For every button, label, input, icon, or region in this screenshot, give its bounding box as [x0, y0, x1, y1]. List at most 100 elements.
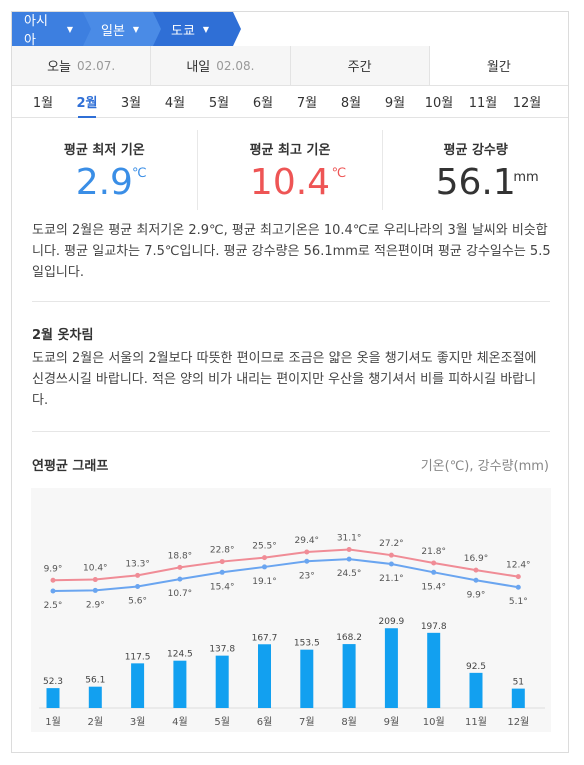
month-tab-selected[interactable]: 2월	[65, 86, 109, 118]
month-tab[interactable]: 9월	[384, 96, 406, 111]
tab-tomorrow[interactable]: 내일 02.08.	[151, 46, 291, 85]
annual-chart: 9.9° 10.4° 13.3° 18.8° 22.8° 25.5° 29.4° 31.1° 2…	[31, 488, 551, 732]
min-temp-line-point	[219, 569, 225, 575]
rain-bar	[88, 686, 102, 708]
min-temp-line-point	[262, 564, 267, 570]
month-tab[interactable]: 5월	[208, 96, 230, 111]
max-temp-label: 25.5°	[252, 542, 277, 552]
max-temp-line-point	[346, 547, 352, 553]
x-tick-label: 5월	[214, 716, 230, 728]
month-tab[interactable]: 7월	[296, 96, 318, 111]
x-tick-label: 4월	[172, 716, 188, 728]
max-temp-line-point	[92, 577, 98, 583]
max-temp-label: 13.3°	[125, 559, 150, 569]
min-temp-line-point	[177, 576, 183, 582]
month-tab[interactable]: 8월	[340, 96, 362, 111]
min-temp-line-point	[304, 558, 310, 564]
max-temp-label: 9.9°	[44, 564, 63, 574]
max-temp-label: 12.4°	[506, 561, 531, 571]
period-tabs: 오늘 02.07. 내일 02.08. 주간 월간	[12, 46, 568, 86]
min-temp-line-point	[473, 577, 479, 583]
min-temp-label: 5.1°	[509, 597, 528, 607]
month-tabs: 1월 2월 3월 4월 5월 6월 7월 8월 9월 10월 11월 12월	[12, 86, 568, 118]
tab-monthly[interactable]: 월간	[429, 46, 568, 85]
max-temp-line-point	[262, 555, 267, 561]
x-tick-label: 9월	[384, 716, 400, 728]
breadcrumb-continent[interactable]: 아시아 ▼	[12, 12, 91, 48]
month-tab[interactable]: 10월	[424, 96, 454, 111]
min-temp-label: 19.1°	[252, 577, 277, 587]
stat-min-value: 2.9	[75, 162, 133, 203]
rain-bar	[173, 660, 187, 708]
chevron-down-icon: ▼	[202, 24, 210, 34]
breadcrumb-continent-label: 아시아	[24, 14, 48, 48]
tab-today-label: 오늘	[47, 60, 71, 75]
rain-value-label: 52.3	[43, 677, 63, 687]
rain-bar	[131, 663, 145, 708]
breadcrumb-city[interactable]: 도쿄 ▼	[153, 12, 241, 46]
rain-value-label: 51	[513, 678, 524, 688]
max-temp-line-point	[304, 549, 310, 555]
tab-today[interactable]: 오늘 02.07.	[12, 46, 152, 85]
tab-today-date: 02.07.	[77, 58, 116, 73]
min-temp-label: 2.5°	[44, 601, 63, 611]
stat-max-value: 10.4	[249, 162, 331, 203]
max-temp-label: 18.8°	[168, 551, 193, 561]
rain-value-label: 197.8	[421, 622, 447, 632]
min-temp-label: 9.9°	[467, 590, 486, 600]
max-temp-line-point	[431, 560, 437, 566]
stat-rain-unit: mm	[513, 170, 539, 185]
month-tab[interactable]: 11월	[468, 96, 498, 111]
graph-unit-label: 기온(℃), 강수량(mm)	[420, 459, 549, 474]
month-tab[interactable]: 3월	[120, 96, 142, 111]
chevron-down-icon: ▼	[66, 24, 73, 34]
month-tab[interactable]: 4월	[164, 96, 186, 111]
rain-value-label: 209.9	[379, 617, 405, 627]
max-temp-line-point	[473, 567, 479, 573]
min-temp-line-point	[135, 584, 141, 590]
stat-max-temp: 평균 최고 기온 10.4 ℃	[196, 130, 383, 210]
rain-value-label: 56.1	[85, 676, 105, 686]
rain-value-label: 167.7	[252, 633, 278, 643]
min-temp-line-point	[346, 556, 352, 562]
stat-rain-value: 56.1	[435, 162, 516, 203]
stat-min-unit: ℃	[132, 166, 147, 181]
month-summary: 도쿄의 2월은 평균 최저기온 2.9℃, 평균 최고기온은 10.4℃로 우리…	[32, 223, 551, 280]
min-temp-line-point	[50, 588, 56, 594]
graph-title: 연평균 그래프	[32, 459, 109, 474]
x-tick-label: 2월	[88, 716, 104, 728]
stats-panel: 평균 최저 기온 2.9 ℃ 평균 최고 기온 10.4 ℃ 평균 강수량 56…	[12, 130, 568, 210]
min-temp-label: 2.9°	[86, 600, 105, 610]
rain-value-label: 117.5	[125, 652, 151, 662]
rain-bar	[469, 672, 483, 708]
x-tick-label: 6월	[257, 716, 273, 728]
x-tick-label: 3월	[130, 716, 146, 728]
min-temp-line-point	[515, 584, 521, 590]
tab-tomorrow-date: 02.08.	[216, 58, 255, 73]
tab-weekly-label: 주간	[347, 60, 372, 75]
max-temp-line-point	[177, 564, 183, 570]
breadcrumb-country[interactable]: 일본 ▼	[83, 12, 161, 46]
rain-value-label: 137.8	[209, 645, 235, 655]
max-temp-line-point	[388, 552, 394, 558]
min-temp-line-point	[431, 569, 437, 575]
tab-weekly[interactable]: 주간	[291, 46, 430, 85]
min-temp-line	[52, 558, 519, 592]
tab-tomorrow-label: 내일	[186, 60, 211, 75]
rain-bar	[46, 688, 60, 708]
max-temp-label: 27.2°	[379, 539, 404, 549]
min-temp-label: 10.7°	[168, 589, 193, 599]
divider	[32, 431, 550, 432]
month-tab[interactable]: 6월	[252, 96, 274, 111]
min-temp-label: 21.1°	[379, 574, 404, 584]
month-tab[interactable]: 12월	[512, 96, 542, 111]
rain-bar	[384, 628, 398, 708]
rain-value-label: 153.5	[294, 639, 320, 649]
max-temp-label: 10.4°	[83, 564, 108, 574]
min-temp-line-point	[388, 561, 394, 567]
clothing-title: 2월 옷차림	[32, 328, 94, 343]
stat-max-unit: ℃	[331, 166, 347, 181]
max-temp-label: 16.9°	[464, 554, 489, 564]
stat-min-label: 평균 최저 기온	[63, 143, 145, 158]
month-tab[interactable]: 1월	[32, 96, 54, 111]
